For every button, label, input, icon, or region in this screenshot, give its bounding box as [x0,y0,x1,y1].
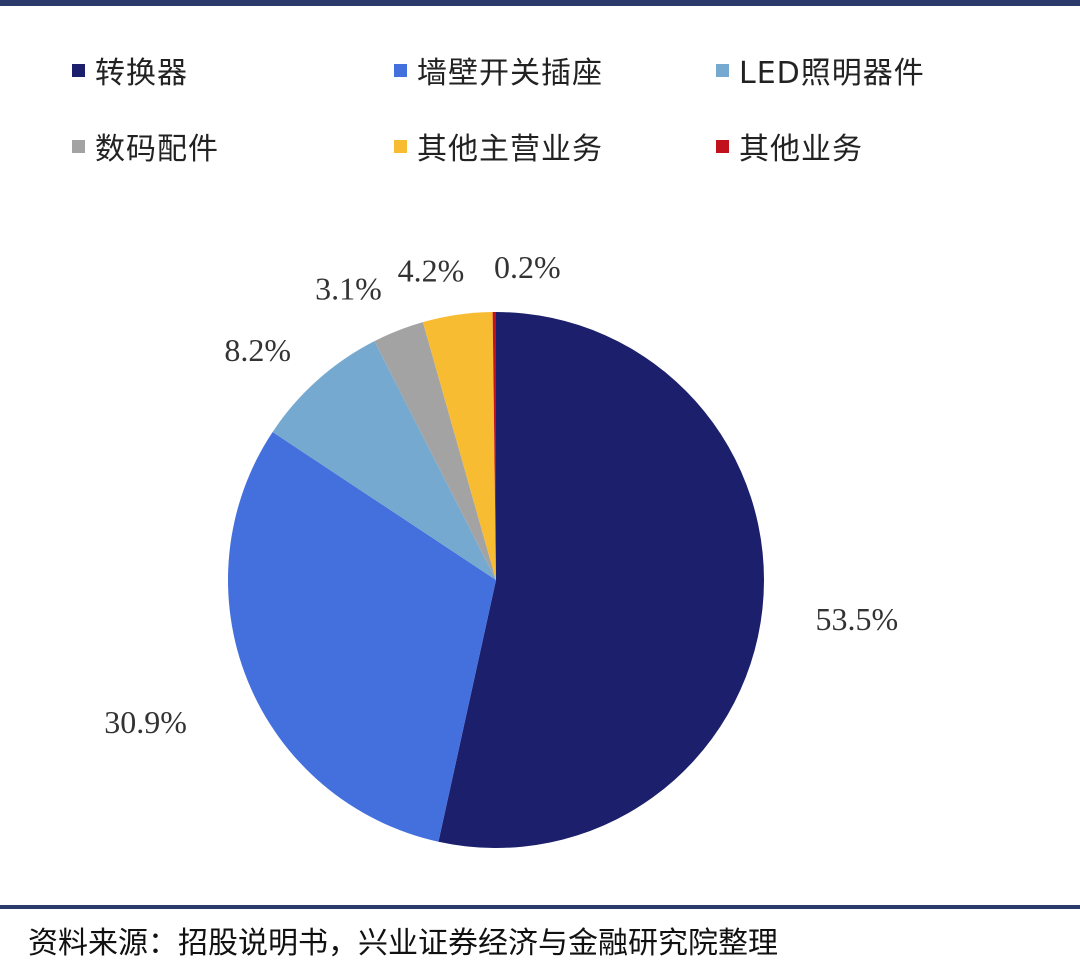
pie-chart: 53.5% 30.9% 8.2% 3.1% 4.2% 0.2% [104,249,899,848]
pie-slice-wall-switch-socket [227,431,497,842]
legend-swatch-digital-accessories [72,139,85,153]
legend-item-digital-accessories: 数码配件 [72,126,219,167]
legend-item-other-business: 其他业务 [716,126,863,167]
legend-label-led-lighting: LED照明器件 [739,56,925,91]
legend-label-converter: 转换器 [95,56,188,91]
legend-item-led-lighting: LED照明器件 [716,50,925,91]
data-label-led-lighting: 8.2% [224,332,291,368]
legend-label-digital-accessories: 数码配件 [95,132,219,167]
legend-swatch-led-lighting [716,63,729,77]
legend-label-other-main-business: 其他主营业务 [417,132,603,167]
data-label-converter: 53.5% [816,601,899,637]
legend-label-wall-switch-socket: 墙壁开关插座 [417,56,603,91]
chart-legend: 转换器 墙壁开关插座 LED照明器件 数码配件 其他主营业务 其他业务 [0,0,1080,200]
pie-slice-led-lighting [272,341,496,580]
legend-swatch-converter [72,63,85,77]
legend-swatch-wall-switch-socket [394,63,407,77]
pie-slice-converter [438,312,765,848]
data-label-digital-accessories: 3.1% [315,271,382,307]
top-rule [0,0,1080,6]
pie-slice-other-business [492,312,496,580]
legend-item-converter: 转换器 [72,50,188,91]
data-label-other-business: 0.2% [494,249,561,285]
data-label-other-main-business: 4.2% [398,252,465,288]
legend-item-other-main-business: 其他主营业务 [394,126,603,167]
legend-swatch-other-business [716,139,729,153]
pie-slice-other-main-business [422,312,496,580]
bottom-rule [0,905,1080,909]
legend-label-other-business: 其他业务 [739,132,863,167]
data-label-wall-switch-socket: 30.9% [104,704,187,740]
legend-item-wall-switch-socket: 墙壁开关插座 [394,50,603,91]
legend-swatch-other-main-business [394,139,407,153]
source-note: 资料来源：招股说明书，兴业证券经济与金融研究院整理 [28,926,778,961]
pie-slice-digital-accessories [374,322,496,580]
